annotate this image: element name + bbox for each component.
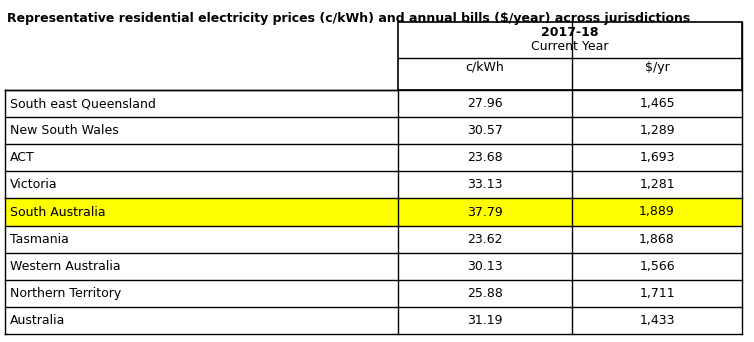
Bar bbox=[5, 198, 742, 226]
Text: Australia: Australia bbox=[10, 314, 66, 327]
Text: 23.68: 23.68 bbox=[467, 151, 503, 164]
Text: South east Queensland: South east Queensland bbox=[10, 97, 156, 110]
Bar bbox=[5, 117, 742, 144]
Bar bbox=[5, 144, 742, 171]
Text: 30.57: 30.57 bbox=[467, 124, 503, 137]
Text: 1,566: 1,566 bbox=[639, 260, 675, 273]
Bar bbox=[5, 90, 742, 117]
Text: New South Wales: New South Wales bbox=[10, 124, 118, 137]
Text: South Australia: South Australia bbox=[10, 206, 106, 219]
Text: 1,465: 1,465 bbox=[639, 97, 675, 110]
Text: Current Year: Current Year bbox=[532, 40, 608, 53]
Text: 27.96: 27.96 bbox=[467, 97, 503, 110]
Bar bbox=[5, 226, 742, 253]
Text: 23.62: 23.62 bbox=[467, 233, 503, 246]
Text: $/yr: $/yr bbox=[645, 61, 670, 74]
Text: 1,868: 1,868 bbox=[639, 233, 675, 246]
Text: 31.19: 31.19 bbox=[467, 314, 503, 327]
Text: 1,711: 1,711 bbox=[639, 287, 675, 300]
Text: 1,433: 1,433 bbox=[639, 314, 675, 327]
Text: 1,289: 1,289 bbox=[639, 124, 675, 137]
Text: c/kWh: c/kWh bbox=[466, 61, 504, 74]
Text: 33.13: 33.13 bbox=[467, 179, 503, 192]
Text: 1,889: 1,889 bbox=[639, 206, 675, 219]
Text: Representative residential electricity prices (c/kWh) and annual bills ($/year) : Representative residential electricity p… bbox=[7, 12, 690, 25]
Bar bbox=[398, 22, 742, 90]
Bar bbox=[5, 307, 742, 334]
Text: Western Australia: Western Australia bbox=[10, 260, 121, 273]
Text: ACT: ACT bbox=[10, 151, 35, 164]
Text: 1,693: 1,693 bbox=[639, 151, 675, 164]
Text: 25.88: 25.88 bbox=[467, 287, 503, 300]
Bar bbox=[5, 171, 742, 198]
Text: 30.13: 30.13 bbox=[467, 260, 503, 273]
Bar bbox=[5, 280, 742, 307]
Text: 37.79: 37.79 bbox=[467, 206, 503, 219]
Text: Northern Territory: Northern Territory bbox=[10, 287, 121, 300]
Bar bbox=[5, 253, 742, 280]
Text: 2017-18: 2017-18 bbox=[541, 26, 599, 39]
Text: Victoria: Victoria bbox=[10, 179, 57, 192]
Text: Tasmania: Tasmania bbox=[10, 233, 69, 246]
Text: 1,281: 1,281 bbox=[639, 179, 675, 192]
